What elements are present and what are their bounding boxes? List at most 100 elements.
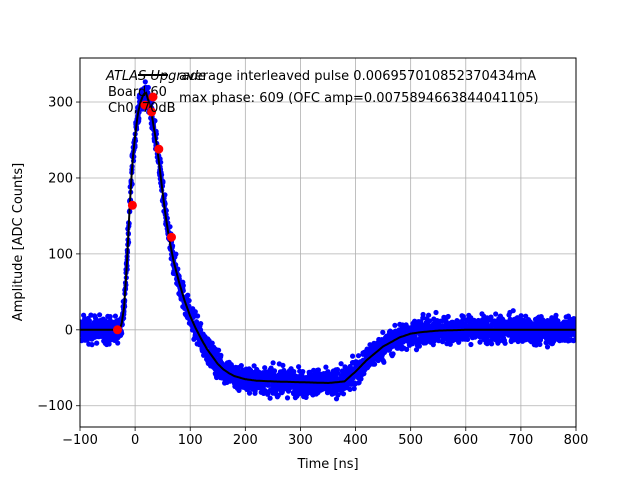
blue-sample-point (427, 318, 433, 324)
blue-sample-point (180, 283, 186, 289)
blue-sample-point (270, 360, 276, 366)
blue-sample-point (106, 341, 112, 347)
x-tick-label: 400 (343, 433, 368, 448)
blue-sample-point (173, 251, 179, 257)
y-tick-label: 200 (48, 171, 73, 186)
average-pulse-line (80, 91, 576, 385)
blue-sample-point (185, 292, 191, 298)
y-tick-label: 300 (48, 96, 73, 111)
blue-sample-point (251, 363, 257, 369)
blue-sample-point (372, 361, 378, 367)
blue-sample-point (236, 387, 242, 393)
blue-sample-point (468, 341, 474, 348)
blue-sample-point (325, 369, 331, 375)
blue-sample-point (311, 367, 317, 373)
legend-entry-max-phase: max phase: 609 (OFC amp=0.00758946638440… (179, 91, 539, 106)
x-tick-label: −100 (62, 433, 98, 448)
blue-sample-point (392, 322, 398, 328)
blue-sample-point (496, 338, 502, 344)
blue-sample-point (537, 341, 543, 347)
blue-sample-point (404, 346, 410, 352)
x-tick-label: 200 (233, 433, 258, 448)
max-phase-point (127, 200, 137, 210)
blue-sample-point (553, 312, 559, 318)
blue-sample-point (315, 367, 321, 373)
x-tick-label: 300 (288, 433, 313, 448)
blue-sample-point (246, 390, 253, 396)
blue-sample-point (510, 308, 516, 314)
x-tick-label: 100 (178, 433, 203, 448)
annotation-board: Board 60 (108, 85, 167, 100)
blue-sample-point (551, 338, 557, 344)
blue-sample-point (195, 313, 201, 319)
blue-sample-point (381, 359, 387, 365)
blue-sample-point (573, 333, 576, 339)
blue-sample-point (518, 313, 524, 319)
blue-sample-point (192, 309, 198, 315)
blue-sample-point (218, 352, 224, 358)
x-tick-label: 700 (508, 433, 533, 448)
blue-sample-point (238, 363, 244, 369)
annotation-experiment: ATLAS Upgrade (105, 69, 206, 84)
blue-sample-point (413, 347, 420, 353)
blue-sample-point (493, 311, 499, 317)
blue-sample-point (347, 386, 353, 392)
blue-sample-point (488, 314, 494, 320)
blue-sample-point (275, 392, 281, 398)
blue-sample-point (89, 342, 95, 348)
x-tick-label: 800 (564, 433, 589, 448)
x-tick-label: 600 (453, 433, 478, 448)
average-pulse-line-group (80, 91, 576, 385)
blue-sample-point (145, 84, 151, 91)
blue-sample-point (267, 395, 273, 401)
blue-sample-point (340, 391, 347, 397)
x-tick-label: 0 (131, 433, 139, 448)
x-axis-label: Time [ns] (296, 457, 358, 472)
blue-sample-point (502, 340, 508, 346)
blue-sample-point (323, 364, 329, 370)
max-phase-point (154, 144, 164, 154)
blue-sample-point (544, 344, 551, 350)
blue-sample-point (209, 340, 215, 346)
blue-sample-point (86, 318, 92, 324)
blue-sample-point (291, 369, 297, 375)
blue-sample-point (262, 365, 268, 371)
blue-sample-point (416, 343, 422, 349)
max-phase-point (113, 325, 122, 335)
annotation-channel: Ch0, 70dB (108, 101, 176, 116)
blue-sample-point (280, 362, 286, 368)
legend-red-dot-marker (148, 92, 158, 102)
max-phase-point (147, 107, 157, 117)
legend: average interleaved pulse 0.006957010852… (138, 69, 539, 106)
blue-sample-point (381, 349, 388, 355)
blue-sample-point (300, 369, 306, 375)
blue-sample-point (107, 314, 113, 320)
blue-sample-point (477, 339, 483, 345)
x-tick-label: 500 (398, 433, 423, 448)
blue-sample-point (115, 340, 121, 346)
blue-sample-point (460, 313, 466, 320)
blue-sample-point (361, 371, 367, 377)
blue-sample-point (430, 342, 436, 348)
blue-sample-point (335, 392, 341, 398)
blue-sample-point (445, 313, 451, 320)
y-tick-label: 0 (65, 323, 73, 338)
y-axis-ticks: −100 0 100 200 300 (37, 96, 80, 414)
blue-sample-point (142, 79, 148, 85)
blue-sample-point (355, 353, 362, 359)
y-axis-label: Amplitude [ADC Counts] (11, 163, 26, 321)
blue-sample-point (167, 224, 173, 230)
blue-sample-point (198, 321, 204, 327)
blue-sample-point (338, 361, 344, 367)
blue-sample-point (465, 336, 471, 342)
blue-sample-point (433, 309, 439, 316)
blue-sample-point (186, 298, 192, 304)
blue-sample-point (284, 395, 291, 401)
blue-sample-point (265, 391, 271, 397)
blue-sample-point (358, 376, 364, 382)
blue-sample-point (390, 351, 396, 357)
blue-sample-point (216, 347, 222, 353)
x-axis-ticks: −100 0 100 200 300 400 500 600 700 800 (62, 427, 588, 448)
